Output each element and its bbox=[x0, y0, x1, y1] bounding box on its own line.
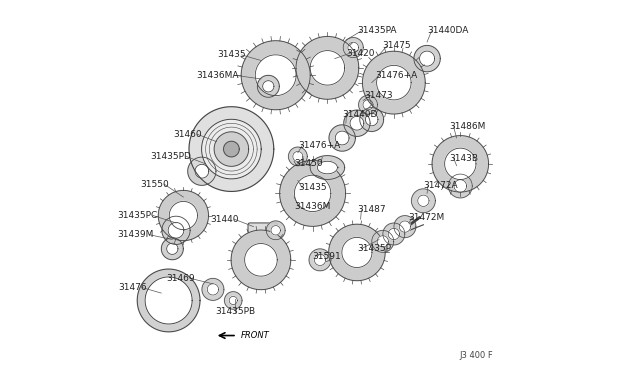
Polygon shape bbox=[365, 113, 378, 126]
Polygon shape bbox=[362, 51, 425, 114]
Polygon shape bbox=[432, 136, 488, 192]
Polygon shape bbox=[137, 269, 200, 332]
Polygon shape bbox=[399, 221, 411, 232]
Polygon shape bbox=[329, 125, 355, 151]
Polygon shape bbox=[350, 116, 364, 130]
Polygon shape bbox=[145, 277, 192, 324]
Text: J3 400 F: J3 400 F bbox=[460, 350, 493, 359]
Text: 31435PA: 31435PA bbox=[357, 26, 396, 35]
Polygon shape bbox=[202, 278, 224, 300]
Text: 31472M: 31472M bbox=[408, 213, 445, 222]
Polygon shape bbox=[445, 148, 476, 180]
Text: 31436MA: 31436MA bbox=[196, 71, 239, 80]
Polygon shape bbox=[388, 228, 399, 240]
Text: 31435: 31435 bbox=[298, 183, 326, 192]
Polygon shape bbox=[317, 161, 337, 174]
Polygon shape bbox=[414, 45, 440, 72]
Polygon shape bbox=[314, 254, 326, 266]
Polygon shape bbox=[231, 230, 291, 290]
Polygon shape bbox=[360, 108, 383, 131]
Polygon shape bbox=[262, 81, 274, 92]
Text: 31473: 31473 bbox=[364, 91, 393, 100]
Text: 31472A: 31472A bbox=[424, 182, 458, 190]
Polygon shape bbox=[376, 65, 411, 100]
Polygon shape bbox=[344, 110, 370, 137]
Polygon shape bbox=[420, 51, 435, 66]
Polygon shape bbox=[412, 189, 435, 213]
Text: 31475: 31475 bbox=[383, 41, 412, 50]
Polygon shape bbox=[202, 119, 261, 179]
Polygon shape bbox=[418, 195, 429, 206]
Polygon shape bbox=[207, 284, 219, 295]
Polygon shape bbox=[394, 216, 416, 238]
Polygon shape bbox=[168, 222, 184, 238]
Text: 31469: 31469 bbox=[166, 274, 195, 283]
Polygon shape bbox=[293, 151, 303, 161]
Polygon shape bbox=[255, 55, 296, 96]
Polygon shape bbox=[449, 174, 472, 198]
Polygon shape bbox=[343, 38, 364, 58]
Text: 31486M: 31486M bbox=[449, 122, 486, 131]
Polygon shape bbox=[229, 296, 237, 305]
Polygon shape bbox=[161, 238, 183, 260]
Polygon shape bbox=[377, 236, 388, 247]
Polygon shape bbox=[296, 36, 359, 99]
Text: 31476: 31476 bbox=[118, 283, 147, 292]
Polygon shape bbox=[271, 225, 280, 235]
Text: 31440: 31440 bbox=[211, 215, 239, 224]
Text: 31435PC: 31435PC bbox=[117, 211, 157, 220]
Polygon shape bbox=[266, 221, 285, 240]
Polygon shape bbox=[162, 216, 190, 244]
Text: 31440D: 31440D bbox=[342, 109, 378, 119]
Polygon shape bbox=[454, 180, 467, 192]
Polygon shape bbox=[166, 243, 178, 254]
Polygon shape bbox=[372, 230, 394, 252]
Polygon shape bbox=[294, 175, 331, 212]
Polygon shape bbox=[348, 42, 358, 53]
Polygon shape bbox=[223, 141, 239, 157]
Polygon shape bbox=[241, 41, 310, 110]
Text: 31436M: 31436M bbox=[294, 202, 330, 211]
Polygon shape bbox=[225, 292, 242, 309]
Text: 31435P: 31435P bbox=[357, 244, 391, 253]
Polygon shape bbox=[244, 244, 277, 276]
Text: 31435: 31435 bbox=[218, 51, 246, 60]
Text: 31450: 31450 bbox=[294, 159, 323, 169]
Text: 31476+A: 31476+A bbox=[376, 71, 418, 80]
Polygon shape bbox=[335, 131, 349, 145]
Text: 31591: 31591 bbox=[312, 251, 341, 261]
Text: 3143B: 3143B bbox=[449, 154, 478, 163]
Polygon shape bbox=[214, 132, 249, 166]
Polygon shape bbox=[342, 237, 372, 267]
Polygon shape bbox=[257, 75, 279, 97]
Text: 31440DA: 31440DA bbox=[427, 26, 468, 35]
Text: 31420: 31420 bbox=[346, 49, 374, 58]
Text: FRONT: FRONT bbox=[241, 331, 269, 340]
Polygon shape bbox=[363, 100, 373, 110]
Text: 31550: 31550 bbox=[140, 180, 168, 189]
Polygon shape bbox=[289, 147, 307, 166]
Polygon shape bbox=[310, 155, 345, 179]
Text: 31435PB: 31435PB bbox=[215, 307, 255, 316]
Polygon shape bbox=[309, 249, 331, 271]
Polygon shape bbox=[280, 160, 346, 226]
Polygon shape bbox=[189, 107, 274, 192]
Text: 31435PD: 31435PD bbox=[150, 152, 191, 161]
Text: 31487: 31487 bbox=[357, 205, 385, 215]
Polygon shape bbox=[358, 95, 378, 114]
Text: 31460: 31460 bbox=[173, 130, 202, 139]
Polygon shape bbox=[169, 201, 198, 230]
Polygon shape bbox=[195, 164, 209, 178]
Polygon shape bbox=[158, 190, 209, 241]
FancyBboxPatch shape bbox=[248, 223, 278, 247]
Text: 31476+A: 31476+A bbox=[298, 141, 340, 150]
Polygon shape bbox=[329, 224, 385, 281]
Polygon shape bbox=[310, 51, 345, 85]
Polygon shape bbox=[383, 223, 405, 245]
Text: 31439M: 31439M bbox=[118, 230, 154, 239]
Polygon shape bbox=[188, 157, 216, 185]
